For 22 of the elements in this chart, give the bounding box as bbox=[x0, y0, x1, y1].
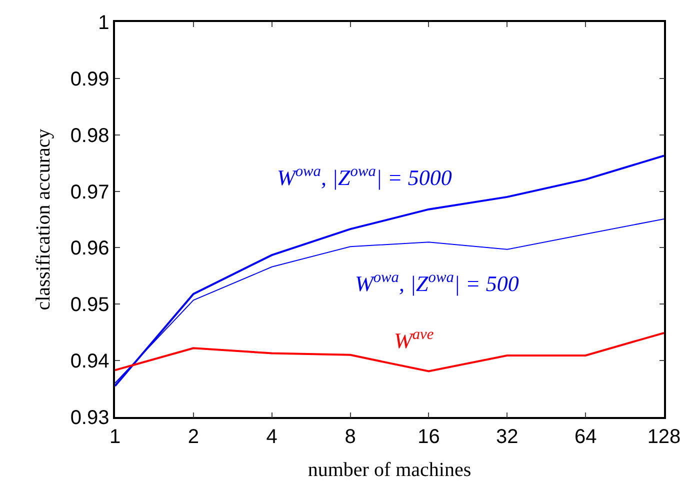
x-tick-label: 4 bbox=[266, 426, 278, 448]
y-axis-title: classification accuracy bbox=[32, 128, 54, 310]
y-tick-label: 0.97 bbox=[70, 181, 110, 204]
series-label: W$^{owa}$, |Z$^{owa}$| = 500 bbox=[355, 269, 519, 296]
series-label: W$^{ave}$ bbox=[394, 326, 434, 354]
x-tick-label: 64 bbox=[574, 426, 597, 448]
y-tick-label: 1 bbox=[98, 12, 110, 34]
x-axis-title: number of machines bbox=[308, 458, 472, 481]
y-tick-label: 0.93 bbox=[70, 407, 110, 429]
x-tick-label: 128 bbox=[647, 426, 681, 448]
y-tick-label: 0.98 bbox=[70, 124, 110, 147]
line-series bbox=[115, 154, 664, 387]
series-label: W$^{owa}$, |Z$^{owa}$| = 5000 bbox=[277, 163, 452, 190]
x-tick-label: 16 bbox=[418, 426, 440, 448]
y-tick-label: 0.95 bbox=[70, 294, 110, 316]
y-tick-label: 0.96 bbox=[70, 238, 110, 260]
x-tick-label: 32 bbox=[496, 426, 518, 448]
y-tick-label: 0.99 bbox=[70, 68, 110, 90]
y-tick-label: 0.94 bbox=[70, 350, 110, 373]
line-series bbox=[115, 332, 664, 372]
x-tick-label: 8 bbox=[344, 426, 356, 448]
x-tick-label: 2 bbox=[188, 426, 199, 448]
